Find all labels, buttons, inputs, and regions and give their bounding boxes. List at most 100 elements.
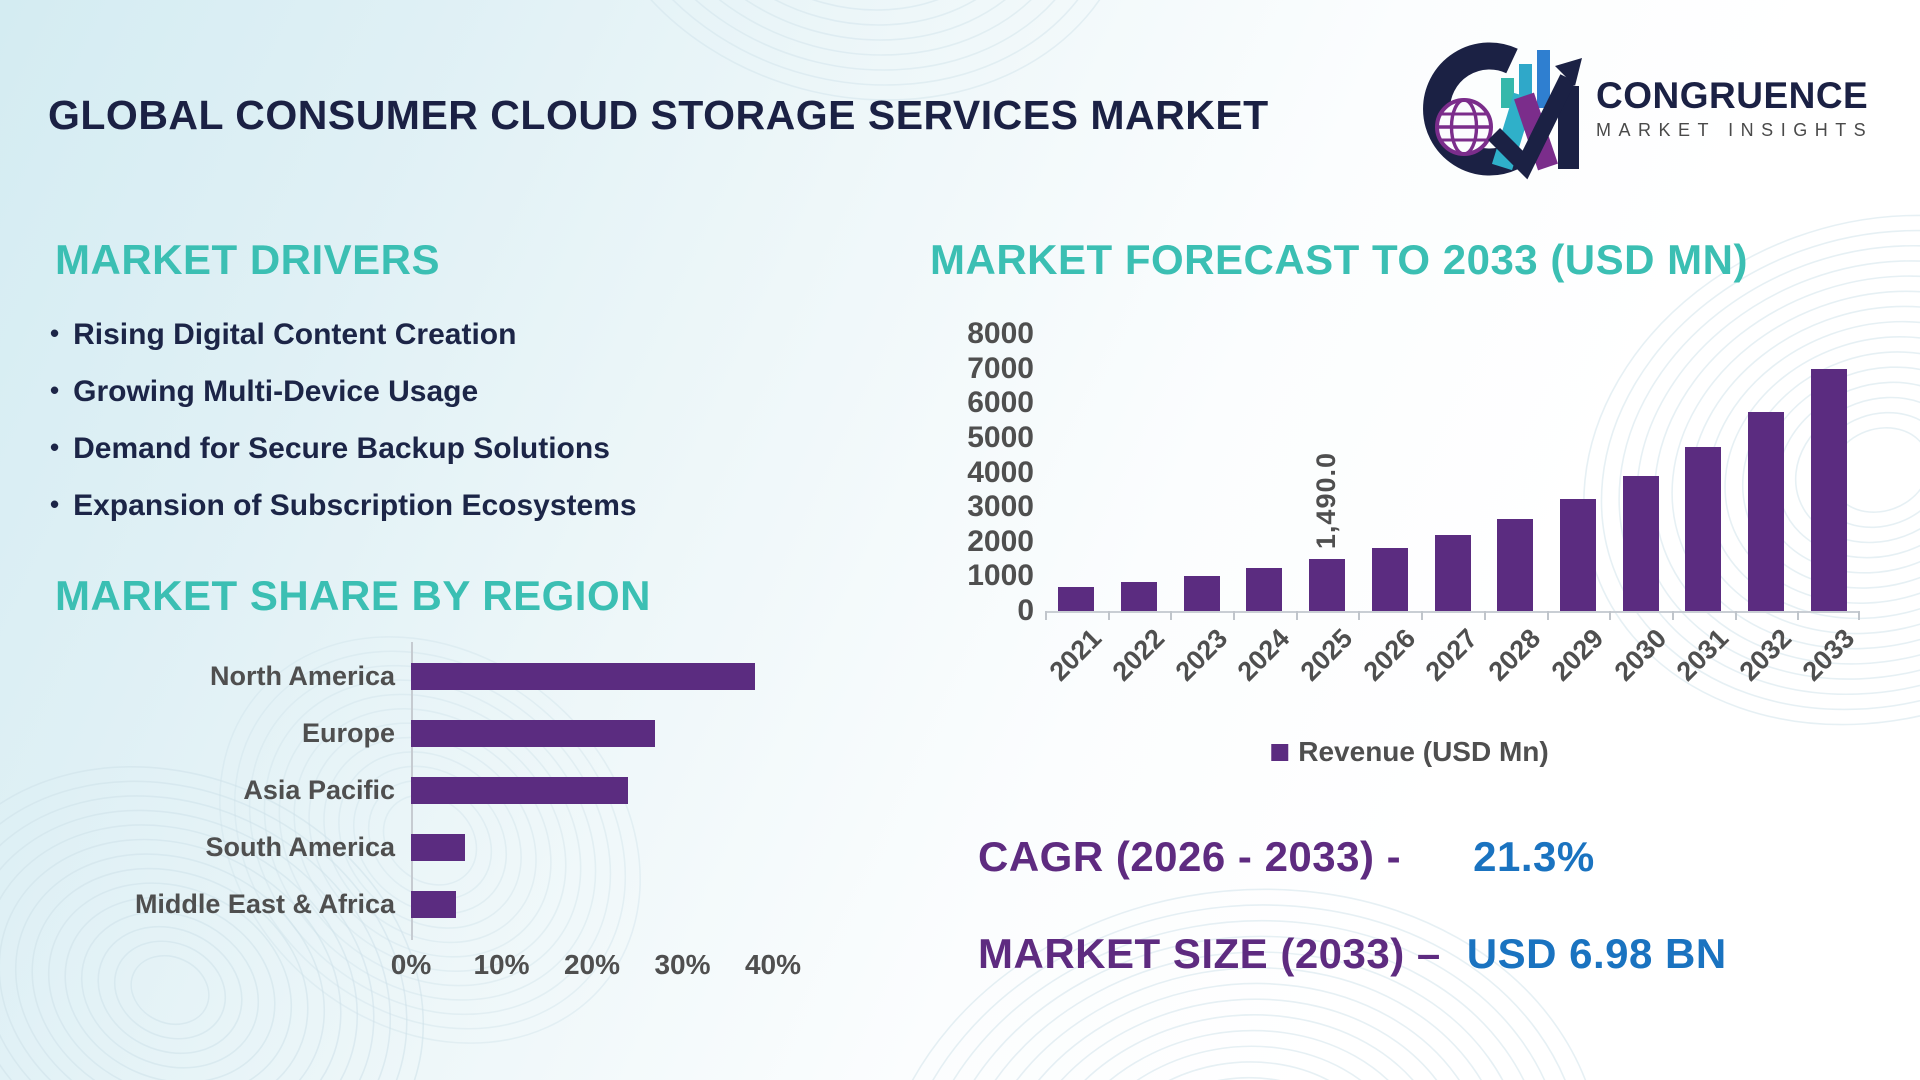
logo-mark-cm-icon [1423,42,1582,180]
cagr-label: CAGR (2026 - 2033) - [978,833,1402,880]
forecast-y-tick-label: 8000 [967,317,1034,350]
forecast-axis-tick [1483,611,1486,620]
forecast-bar-2031 [1685,446,1722,611]
forecast-legend: Revenue (USD Mn) [1271,736,1549,768]
forecast-axis-tick [1858,611,1860,620]
forecast-bar-2032 [1747,411,1784,611]
region-bar-track [411,819,815,876]
forecast-x-label-2025: 2025 [1294,623,1359,687]
forecast-bar-2023 [1183,575,1220,611]
cagr-stat: CAGR (2026 - 2033) - 21.3% [978,833,1595,881]
forecast-x-label-2021: 2021 [1043,623,1108,687]
driver-item: Demand for Secure Backup Solutions [50,432,637,466]
region-bar-2 [411,720,656,747]
region-bar-track [411,648,815,705]
forecast-bar-2027 [1434,535,1471,611]
region-row-3: Asia Pacific [55,762,815,819]
forecast-bar-2025 [1309,559,1346,611]
forecast-axis-tick [1734,611,1737,620]
region-chart-rows: North America Europe Asia Pacific South Ame… [55,648,815,933]
forecast-axis-tick [1107,611,1110,620]
region-share-chart: North America Europe Asia Pacific South Ame… [55,642,815,993]
forecast-data-label-2025: 1,490.0 [1311,452,1342,550]
region-label: South America [205,832,395,862]
region-bar-5 [411,891,457,918]
forecast-x-label-2028: 2028 [1482,623,1547,687]
region-row-5: Middle East & Africa [55,876,815,933]
forecast-x-label-2030: 2030 [1608,623,1672,687]
legend-label-revenue: Revenue (USD Mn) [1298,736,1549,767]
region-bar-track [411,705,815,762]
market-drivers-list: Rising Digital Content Creation Growing … [50,318,637,546]
forecast-y-tick-label: 5000 [967,420,1034,454]
forecast-y-tick-label: 1000 [967,559,1034,593]
forecast-x-label-2024: 2024 [1231,623,1296,687]
region-bar-1 [411,663,755,690]
forecast-axis-tick [1546,611,1549,620]
market-size-stat: MARKET SIZE (2033) – USD 6.98 BN [978,930,1727,978]
region-bar-track [411,762,815,819]
forecast-bar-2021 [1058,586,1095,611]
forecast-plot-area: 1,490.0 [1045,318,1860,613]
region-x-tick-label: 20% [563,949,621,980]
forecast-axis-tick [1170,611,1173,620]
forecast-y-tick-label: 3000 [967,490,1034,524]
forecast-x-label-2031: 2031 [1670,623,1735,687]
forecast-x-label-2023: 2023 [1169,623,1233,687]
forecast-y-tick-label: 6000 [967,386,1034,420]
region-chart-x-ticks: 0% 10% 20% 30% 40% [391,949,815,993]
region-bar-4 [411,834,466,861]
forecast-axis-tick [1671,611,1674,620]
forecast-axis-tick [1045,611,1047,620]
region-share-heading: MARKET SHARE BY REGION [55,572,651,619]
logo-text: CONGRUENCE MARKET INSIGHTS [1596,76,1873,142]
forecast-y-tick-label: 2000 [967,524,1034,558]
region-x-tick-label: 40% [744,949,802,980]
forecast-chart: 0 1000 2000 3000 4000 5000 6000 7000 8000 1,490.… [960,317,1860,818]
market-size-label: MARKET SIZE (2033) – [978,930,1441,977]
region-label: Middle East & Africa [134,889,395,919]
forecast-axis-tick [1421,611,1424,620]
forecast-x-label-2027: 2027 [1420,623,1484,687]
region-label: Europe [301,718,395,748]
region-label: Asia Pacific [243,775,395,805]
page-title: GLOBAL CONSUMER CLOUD STORAGE SERVICES M… [48,92,1269,138]
region-row-1: North America [55,648,815,705]
forecast-bar-2033 [1810,369,1847,611]
forecast-y-tick-label: 0 [1017,594,1034,627]
forecast-axis-tick [1797,611,1800,620]
region-x-tick-label: 0% [390,949,432,980]
forecast-bar-2029 [1559,499,1596,611]
forecast-x-label-2026: 2026 [1357,623,1422,687]
region-row-2: Europe [55,705,815,762]
market-drivers-heading: MARKET DRIVERS [55,236,441,283]
forecast-x-label-2033: 2033 [1796,623,1860,687]
forecast-x-label-2022: 2022 [1106,623,1171,687]
driver-item: Growing Multi-Device Usage [50,375,637,409]
forecast-bar-2024 [1246,568,1283,611]
driver-item: Rising Digital Content Creation [50,318,637,352]
forecast-bar-2026 [1371,548,1408,611]
forecast-heading: MARKET FORECAST TO 2033 (USD MN) [930,236,1748,283]
region-x-tick-label: 30% [654,949,711,980]
forecast-axis-tick [1295,611,1298,620]
forecast-y-tick-label: 7000 [967,351,1034,385]
forecast-x-label-2032: 2032 [1733,623,1798,687]
region-bar-3 [411,777,629,804]
region-row-4: South America [55,819,815,876]
driver-item: Expansion of Subscription Ecosystems [50,489,636,523]
region-bar-track [411,876,815,933]
legend-swatch-revenue [1271,743,1289,761]
forecast-axis-tick [1233,611,1236,620]
forecast-axis-tick [1609,611,1612,620]
cagr-value: 21.3% [1473,833,1595,880]
forecast-bar-2028 [1497,518,1534,611]
forecast-bar-2030 [1622,475,1659,611]
forecast-axis-tick [1358,611,1361,620]
region-x-tick-label: 10% [473,949,530,980]
brand-logo: CONGRUENCE MARKET INSIGHTS [1412,34,1873,184]
forecast-bar-2022 [1121,581,1158,611]
market-size-value: USD 6.98 BN [1466,930,1727,977]
